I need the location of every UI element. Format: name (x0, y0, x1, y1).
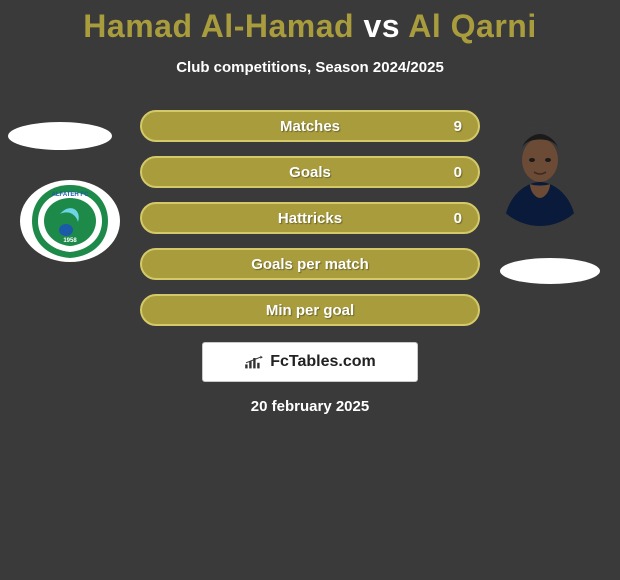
infographic-date: 20 february 2025 (251, 398, 369, 415)
player1-club-crest: ALFATEH FC 1958 (20, 180, 120, 262)
club-badge-icon: ALFATEH FC 1958 (20, 180, 120, 262)
stat-value: 9 (454, 118, 462, 135)
stat-row: Goals per match (140, 248, 480, 280)
stat-row: Matches 9 (140, 110, 480, 142)
stat-row: Goals 0 (140, 156, 480, 188)
svg-text:1958: 1958 (63, 238, 77, 244)
stat-label: Goals (289, 164, 331, 181)
watermark-text: FcTables.com (270, 353, 376, 371)
bar-chart-icon (244, 354, 264, 370)
stat-row: Min per goal (140, 294, 480, 326)
competition-subtitle: Club competitions, Season 2024/2025 (176, 59, 444, 76)
stat-label: Goals per match (251, 256, 369, 273)
stat-value: 0 (454, 210, 462, 227)
stat-row: Hattricks 0 (140, 202, 480, 234)
player1-name: Hamad Al-Hamad (83, 8, 354, 44)
player-photo-icon (488, 122, 592, 226)
player2-avatar (488, 122, 592, 226)
player2-club-crest-placeholder (500, 258, 600, 284)
stat-label: Min per goal (266, 302, 354, 319)
stat-value: 0 (454, 164, 462, 181)
svg-text:ALFATEH FC: ALFATEH FC (52, 192, 90, 198)
player1-avatar-placeholder (8, 122, 112, 150)
player2-name: Al Qarni (408, 8, 536, 44)
stats-list: Matches 9 Goals 0 Hattricks 0 Goals per … (140, 110, 480, 326)
vs-separator: vs (354, 8, 408, 44)
watermark-badge: FcTables.com (202, 342, 418, 382)
stat-label: Matches (280, 118, 340, 135)
stat-label: Hattricks (278, 210, 342, 227)
comparison-title: Hamad Al-Hamad vs Al Qarni (83, 8, 536, 45)
